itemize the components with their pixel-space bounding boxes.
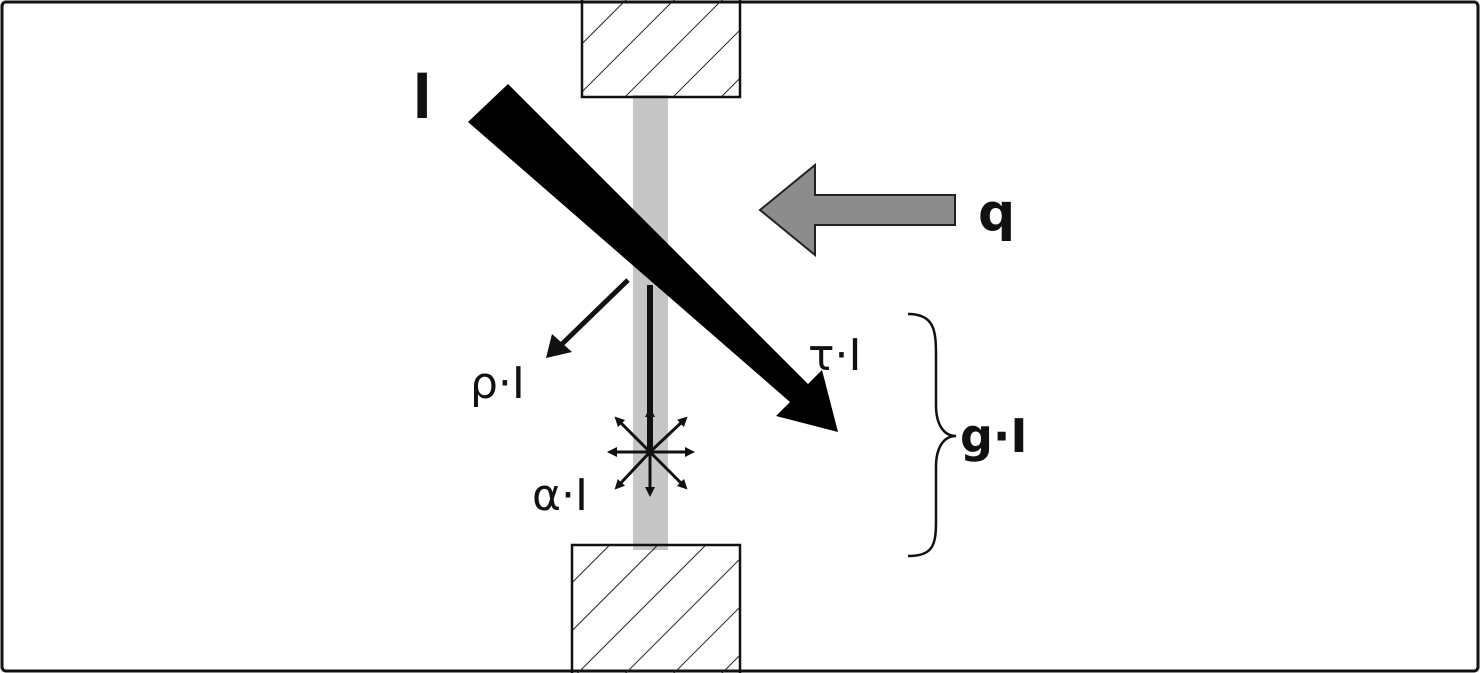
heat-flux-arrow — [758, 162, 956, 258]
top-wall-block — [580, 0, 742, 99]
reflected-label: ρ·I — [470, 358, 525, 409]
total-gain-brace — [907, 312, 957, 558]
incident-label: I — [413, 58, 431, 132]
incident-radiation-arrow — [468, 84, 838, 432]
absorbed-label: α·I — [532, 470, 588, 521]
absorption-starburst-icon — [607, 407, 695, 497]
heat-flux-label: q — [978, 183, 1015, 243]
total-gain-label: g·I — [960, 409, 1028, 463]
reflected-ray — [546, 278, 630, 358]
bottom-wall-block — [570, 543, 742, 673]
transmitted-label: τ·I — [808, 330, 861, 381]
